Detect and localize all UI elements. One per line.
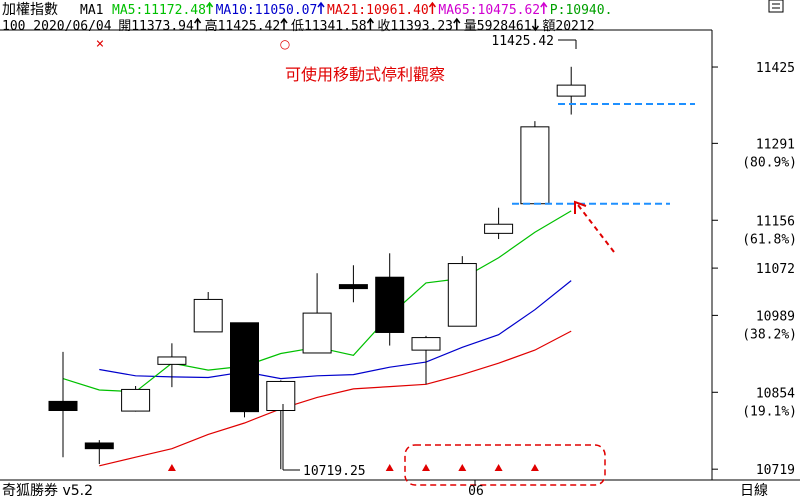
- dashed-stop-lines: [512, 103, 695, 205]
- indicator-up-arrow-icon: [317, 1, 325, 8]
- candle-down: [375, 276, 405, 333]
- candle-up: [484, 223, 514, 234]
- candle-up: [302, 312, 332, 354]
- red-arrow-icon: [574, 200, 615, 253]
- app-name: 奇狐勝券 v5.2: [2, 482, 93, 499]
- y-tick-label: 10854: [756, 386, 795, 401]
- ma-tag: MA1: [80, 3, 103, 18]
- candle-down: [84, 442, 114, 450]
- annotation-text: 可使用移動式停利觀察: [285, 65, 445, 84]
- settings-box-icon[interactable]: [768, 0, 784, 13]
- index-title: 加權指數: [2, 2, 58, 18]
- quote-field-0: 100 2020/06/04: [2, 19, 112, 34]
- ma21-line: [99, 330, 572, 467]
- indicator-1: MA10:11050.07: [216, 3, 318, 18]
- y-tick-label: 10719: [756, 463, 795, 478]
- y-tick-percent: (38.2%): [742, 327, 797, 342]
- indicator-up-arrow-icon: [428, 1, 436, 8]
- candle-up: [411, 337, 441, 351]
- candle-up: [193, 298, 223, 333]
- buy-marker-icon: [385, 464, 394, 471]
- quote-field-5: 量5928461: [464, 19, 532, 34]
- y-tick-label: 11425: [756, 61, 795, 76]
- buy-marker-icon: [167, 464, 176, 471]
- up-arrow-icon: [280, 17, 288, 24]
- high-price-label: 11425.42: [491, 34, 554, 49]
- candle-down: [48, 400, 78, 412]
- quote-field-4: 收11393.23: [377, 19, 453, 34]
- y-tick-label: 11291: [756, 137, 795, 152]
- buy-marker-icon: [530, 464, 539, 471]
- cross-marker-icon: ×: [96, 36, 104, 52]
- circle-marker-icon: ○: [280, 37, 290, 51]
- y-tick-percent: (61.8%): [742, 232, 797, 247]
- quote-field-1: 開11373.94: [118, 19, 194, 34]
- candlestick-series: [48, 66, 586, 470]
- indicator-up-arrow-icon: [540, 1, 548, 8]
- up-arrow-icon: [453, 17, 461, 24]
- low-price-label: 10719.25: [303, 464, 366, 479]
- quote-field-2: 高11425.42: [205, 18, 281, 34]
- header-line-1: 加權指數 MA1 MA5:11172.48 MA10:11050.07 MA21:1…: [2, 1, 613, 18]
- y-tick-label: 11072: [756, 262, 795, 277]
- candle-up: [121, 388, 151, 412]
- y-tick-label: 10989: [756, 309, 795, 324]
- high-price-callout: 11425.42: [491, 34, 577, 49]
- candle-down: [338, 284, 368, 290]
- indicator-up-arrow-icon: [206, 1, 214, 8]
- buy-marker-icon: [494, 464, 503, 471]
- y-tick-percent: (80.9%): [742, 155, 797, 170]
- candle-up: [266, 380, 296, 412]
- buy-markers: [167, 464, 539, 471]
- up-arrow-icon: [366, 17, 374, 24]
- candle-down: [230, 322, 259, 413]
- x-tick-label: 06: [468, 484, 484, 499]
- ma10-line: [99, 280, 572, 380]
- buy-markers-highlight-box: [404, 444, 606, 486]
- candle-up: [447, 263, 477, 327]
- y-tick-label: 11156: [756, 214, 795, 229]
- candle-up: [556, 84, 586, 97]
- buy-marker-icon: [422, 464, 430, 471]
- y-tick-percent: (19.1%): [742, 404, 797, 419]
- indicator-0: MA5:11172.48: [112, 3, 206, 18]
- header-line-2: 100 2020/06/04 開11373.94 高11425.42 低11341.5…: [2, 17, 595, 34]
- indicator-4: P:10940.: [550, 3, 613, 18]
- up-arrow-icon: [194, 17, 202, 24]
- y-axis-ticks: 11425 11291 (80.9%) 11156 (61.8%) 11072 10989 (…: [712, 61, 797, 478]
- indicator-list: MA5:11172.48 MA10:11050.07 MA21:10961.40 MA…: [112, 1, 613, 18]
- quote-field-3: 低11341.58: [291, 19, 367, 34]
- candle-up: [520, 126, 550, 205]
- candle-up: [157, 356, 187, 365]
- period-label[interactable]: 日線: [740, 483, 768, 499]
- indicator-2: MA21:10961.40: [327, 3, 429, 18]
- indicator-3: MA65:10475.62: [438, 3, 540, 18]
- buy-marker-icon: [458, 464, 467, 471]
- low-price-callout: 10719.25: [282, 404, 366, 479]
- quote-field-6: 額20212: [542, 19, 594, 34]
